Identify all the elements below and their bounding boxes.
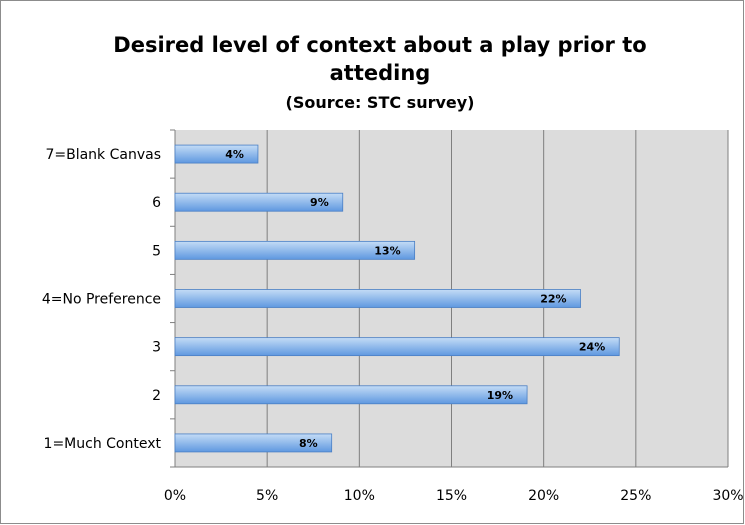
bar bbox=[174, 385, 528, 405]
y-tick-label: 4=No Preference bbox=[42, 292, 161, 308]
data-label: 13% bbox=[374, 244, 400, 257]
data-label: 4% bbox=[225, 148, 244, 161]
data-label: 9% bbox=[310, 196, 329, 209]
y-tick-label: 3 bbox=[152, 340, 161, 356]
bar bbox=[174, 433, 333, 453]
chart-title-line-2: atteding bbox=[330, 61, 431, 85]
data-label: 8% bbox=[299, 437, 318, 450]
bar bbox=[174, 289, 581, 308]
bar bbox=[174, 240, 416, 260]
x-tick-label: 15% bbox=[436, 488, 467, 504]
y-tick-label: 1=Much Context bbox=[44, 436, 162, 452]
x-tick-label: 10% bbox=[344, 488, 375, 504]
bar bbox=[174, 337, 620, 357]
y-tick-label: 6 bbox=[152, 195, 161, 211]
bars bbox=[174, 144, 620, 453]
x-tick-label: 0% bbox=[164, 488, 186, 504]
data-labels: 4% 9% 13% 22% 24% 19% 8% bbox=[225, 148, 605, 450]
bar bbox=[174, 144, 259, 164]
y-tick-label: 7=Blank Canvas bbox=[45, 147, 161, 163]
bar bbox=[174, 192, 344, 212]
x-tick-label: 5% bbox=[256, 488, 278, 504]
x-axis-tick-labels: 0% 5% 10% 15% 20% 25% 30% bbox=[164, 488, 744, 504]
chart-subtitle: (Source: STC survey) bbox=[286, 93, 475, 112]
y-tick-label: 5 bbox=[152, 243, 161, 259]
data-label: 22% bbox=[540, 293, 566, 306]
y-tick-label: 2 bbox=[152, 388, 161, 404]
data-label: 24% bbox=[579, 341, 605, 354]
chart-title-line-1: Desired level of context about a play pr… bbox=[113, 33, 646, 57]
x-tick-label: 20% bbox=[528, 488, 559, 504]
x-tick-label: 25% bbox=[620, 488, 651, 504]
x-tick-label: 30% bbox=[712, 488, 743, 504]
data-label: 19% bbox=[487, 389, 513, 402]
y-axis-tick-labels: 7=Blank Canvas 6 5 4=No Preference 3 2 1=Much … bbox=[42, 147, 162, 452]
